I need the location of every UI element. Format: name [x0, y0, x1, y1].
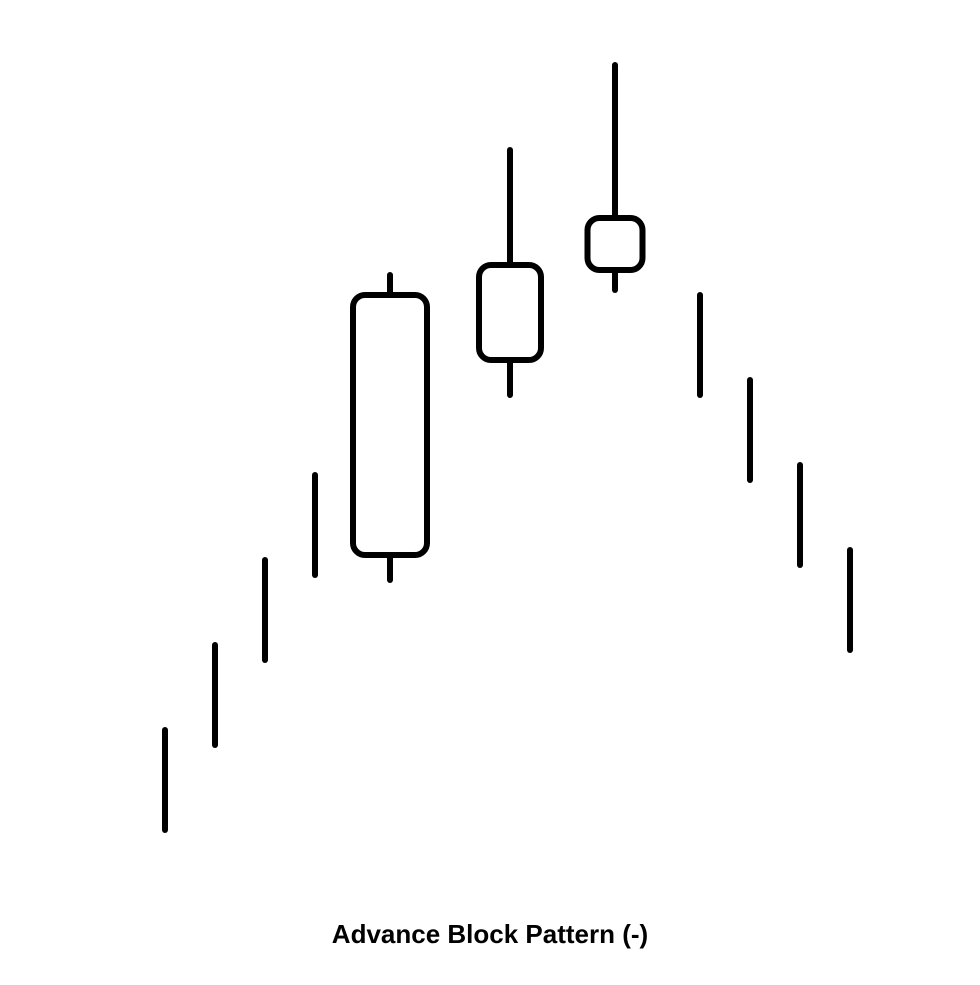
pattern-title: Advance Block Pattern (-): [0, 919, 980, 950]
chart-svg: [0, 0, 980, 980]
candlestick-pattern-diagram: Advance Block Pattern (-): [0, 0, 980, 980]
